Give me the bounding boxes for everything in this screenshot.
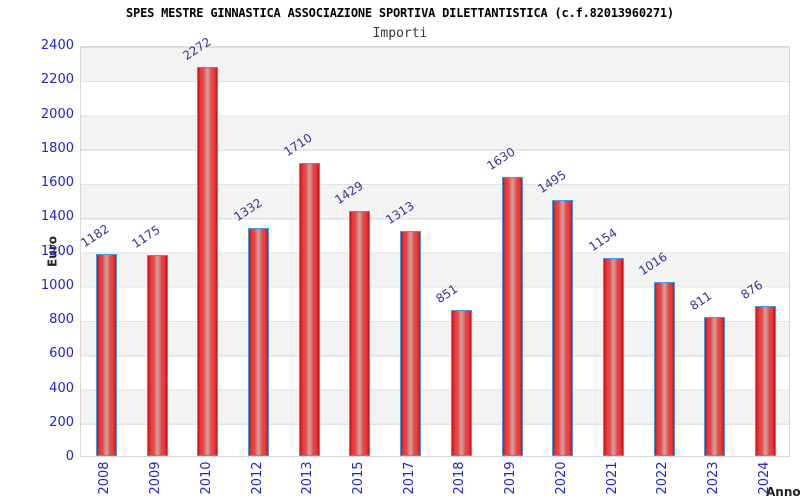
y-tick-label: 1000: [40, 277, 74, 293]
x-tick-label-2020: 2020: [553, 461, 569, 495]
x-tick-label-2021: 2021: [604, 461, 620, 495]
bar-2023: [704, 317, 726, 456]
y-tick-label: 800: [49, 312, 74, 327]
x-tick-label-2024: 2024: [756, 461, 772, 495]
x-tick-label-2008: 2008: [97, 461, 113, 495]
bar-2012: [248, 227, 269, 456]
bar-2015: [349, 211, 371, 456]
x-tick-label-2023: 2023: [705, 461, 721, 495]
plot-area: [80, 46, 790, 457]
bar-2022: [653, 282, 675, 456]
bar-2008: [95, 253, 117, 456]
chart-subtitle: Importi: [372, 26, 428, 41]
y-tick-label: 600: [49, 346, 74, 362]
bar-2017: [400, 231, 422, 456]
bar-2020: [552, 199, 574, 456]
bar-2013: [298, 163, 320, 456]
bar-2019: [501, 176, 523, 456]
x-tick-label-2012: 2012: [249, 461, 265, 495]
x-tick-label-2018: 2018: [452, 461, 468, 495]
bar-2010: [197, 66, 219, 456]
x-tick-label-2009: 2009: [148, 461, 164, 495]
bar-2021: [603, 258, 624, 456]
y-tick-label: 200: [49, 414, 74, 430]
bar-2024: [755, 306, 777, 456]
x-tick-label-2022: 2022: [655, 461, 671, 495]
y-tick-label: 2200: [40, 72, 74, 88]
chart-title: SPES MESTRE GINNASTICA ASSOCIAZIONE SPOR…: [126, 6, 674, 20]
x-tick-label-2019: 2019: [503, 461, 519, 495]
x-tick-label-2013: 2013: [300, 461, 316, 495]
y-tick-label: 1600: [40, 175, 74, 190]
y-tick-label: 1800: [40, 140, 74, 156]
x-tick-label-2015: 2015: [350, 461, 366, 495]
y-tick-label: 400: [49, 380, 74, 396]
bar-2009: [146, 254, 168, 456]
y-tick-label: 1400: [40, 209, 74, 225]
x-tick-label-2017: 2017: [401, 461, 417, 495]
y-tick-label: 2000: [40, 106, 74, 122]
y-tick-label: 1200: [40, 243, 74, 259]
x-axis-label: Anno: [766, 485, 800, 499]
y-tick-label: 2400: [40, 38, 74, 53]
x-tick-label-2010: 2010: [198, 461, 214, 495]
y-tick-label: 0: [65, 449, 74, 464]
bar-2018: [450, 310, 472, 456]
